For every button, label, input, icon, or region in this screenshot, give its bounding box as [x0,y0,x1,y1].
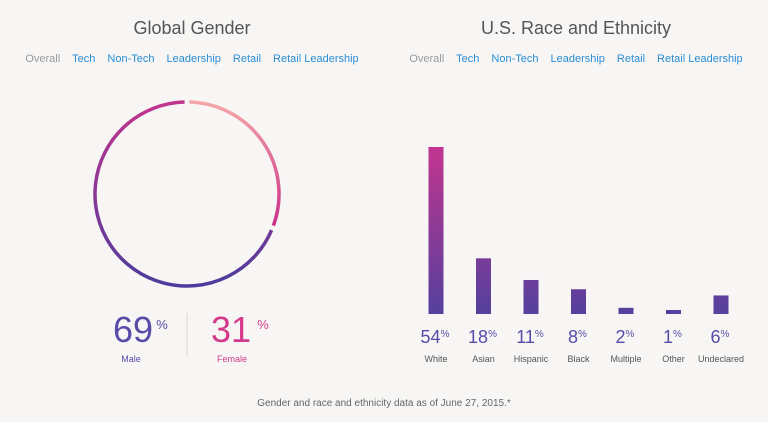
bar-label-hispanic: Hispanic [514,354,549,364]
gender-tab-leadership[interactable]: Leadership [166,53,221,65]
bar-value-multiple: 2% [616,327,635,347]
gender-tab-retail-leadership[interactable]: Retail Leadership [273,53,359,65]
male-percent-unit: % [156,317,168,332]
gender-tab-tech[interactable]: Tech [72,53,96,65]
bar-label-other: Other [662,354,685,364]
gender-title: Global Gender [133,18,251,38]
gender-tab-overall[interactable]: Overall [25,53,61,65]
race-tab-overall[interactable]: Overall [409,53,445,65]
female-percent-unit: % [257,317,269,332]
bar-value-white: 54% [421,327,450,347]
gender-tab-non-tech[interactable]: Non-Tech [107,53,155,65]
race-tab-leadership[interactable]: Leadership [550,53,605,65]
male-label: Male [121,354,141,364]
bar-value-hispanic: 11% [516,327,544,347]
bar-label-multiple: Multiple [610,354,641,364]
male-slice [93,100,274,288]
bar-value-undeclared: 6% [711,327,730,347]
female-slice [189,100,281,227]
bar-asian [476,258,491,314]
race-tab-non-tech[interactable]: Non-Tech [491,53,539,65]
race-tab-retail-leadership[interactable]: Retail Leadership [657,53,743,65]
bar-white [428,147,444,314]
bar-label-black: Black [567,354,590,364]
race-tabs: Overall Tech Non-Tech Leadership Retail Retai… [384,53,768,65]
bar-label-white: White [424,354,447,364]
bar-black [571,289,586,314]
gender-tab-retail[interactable]: Retail [232,53,262,65]
race-bar-chart: 54% White 18% Asian 11% Hispanic 8% Black 2% Mult… [421,147,744,364]
bar-value-asian: 18% [468,327,497,347]
race-tab-tech[interactable]: Tech [456,53,480,65]
female-percent-value: 31 [211,309,251,350]
gender-donut-chart: 69 % Male 31 % Female [93,100,281,364]
bar-hispanic [523,279,539,314]
footnote: Gender and race and ethnicity data as of… [257,398,511,409]
bar-value-black: 8% [568,327,587,347]
bar-other [666,310,681,314]
bar-value-other: 1% [663,327,682,347]
race-tab-retail[interactable]: Retail [616,53,646,65]
male-percent-value: 69 [113,309,153,350]
female-label: Female [217,354,247,364]
bar-undeclared [713,295,729,314]
gender-tabs: Overall Tech Non-Tech Leadership Retail Retai… [0,53,384,65]
gender-panel: Global Gender Overall Tech Non-Tech Leaders… [0,0,384,390]
race-title: U.S. Race and Ethnicity [480,18,672,38]
bar-label-undeclared: Undeclared [698,354,744,364]
bar-multiple [618,307,634,314]
bar-label-asian: Asian [472,354,495,364]
race-panel: U.S. Race and Ethnicity Overall Tech Non-T… [384,0,768,390]
